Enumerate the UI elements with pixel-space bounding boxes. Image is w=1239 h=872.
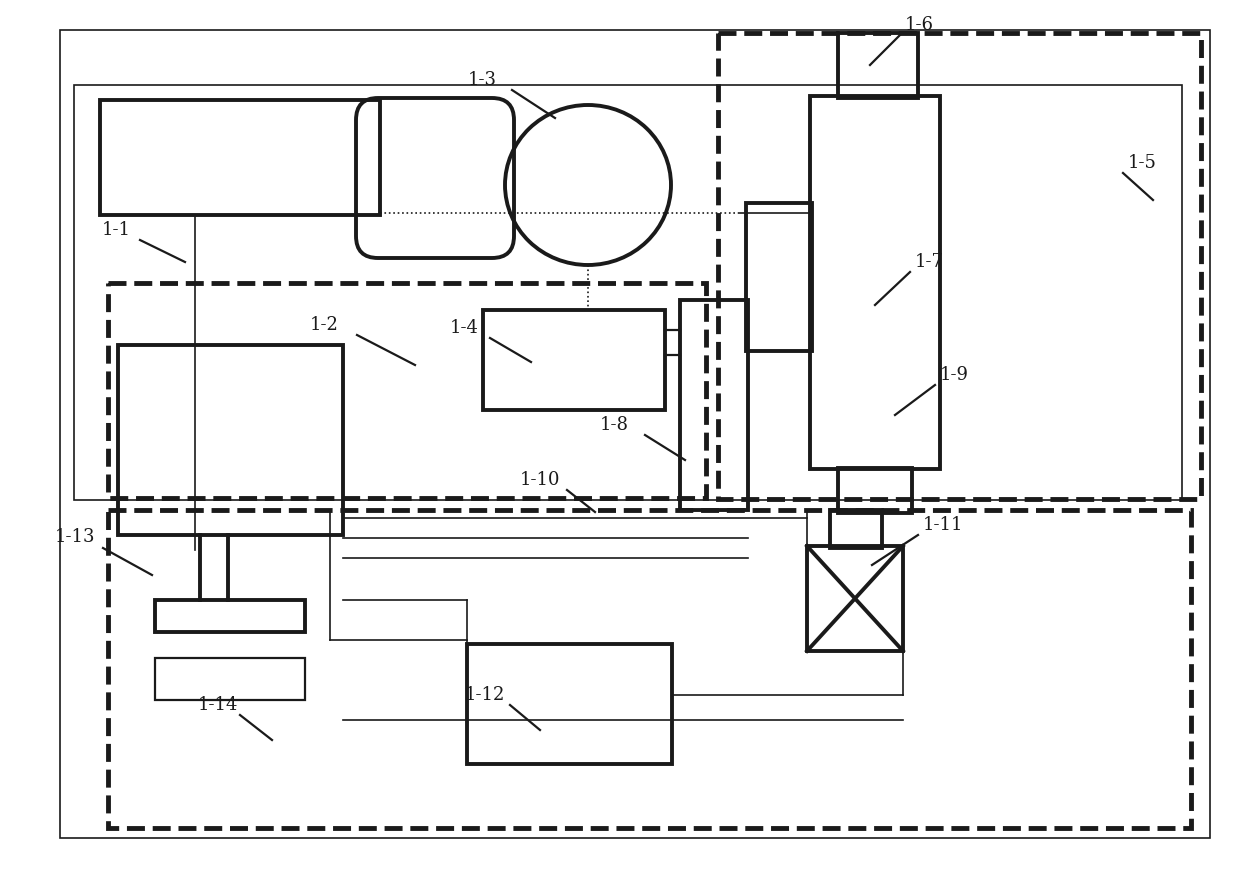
Bar	[74, 85, 1182, 500]
Text: 1-2: 1-2	[310, 316, 339, 334]
Bar	[108, 510, 1191, 828]
Text: 1-9: 1-9	[940, 366, 969, 384]
Text: 1-4: 1-4	[450, 319, 479, 337]
Text: 1-7: 1-7	[914, 253, 944, 271]
Text: 1-3: 1-3	[468, 71, 497, 89]
Bar	[155, 600, 305, 632]
Bar	[108, 283, 706, 498]
Text: 1-8: 1-8	[600, 416, 629, 434]
Bar	[830, 510, 882, 548]
Bar	[155, 658, 305, 700]
Bar	[838, 33, 918, 98]
Bar	[680, 300, 748, 510]
Text: 1-6: 1-6	[904, 16, 934, 34]
Bar	[467, 644, 672, 764]
Text: 1-14: 1-14	[198, 696, 238, 714]
Bar	[483, 310, 665, 410]
Text: 1-12: 1-12	[465, 686, 506, 704]
Text: 1-1: 1-1	[102, 221, 131, 239]
Bar	[838, 468, 912, 513]
Bar	[810, 96, 940, 469]
Text: 1-10: 1-10	[520, 471, 560, 489]
Bar	[807, 546, 903, 651]
Text: 1-5: 1-5	[1127, 154, 1157, 172]
Text: 1-11: 1-11	[923, 516, 964, 534]
Bar	[746, 203, 812, 351]
Bar	[717, 33, 1201, 499]
Bar	[100, 100, 380, 215]
Text: 1-13: 1-13	[55, 528, 95, 546]
Bar	[118, 345, 343, 535]
